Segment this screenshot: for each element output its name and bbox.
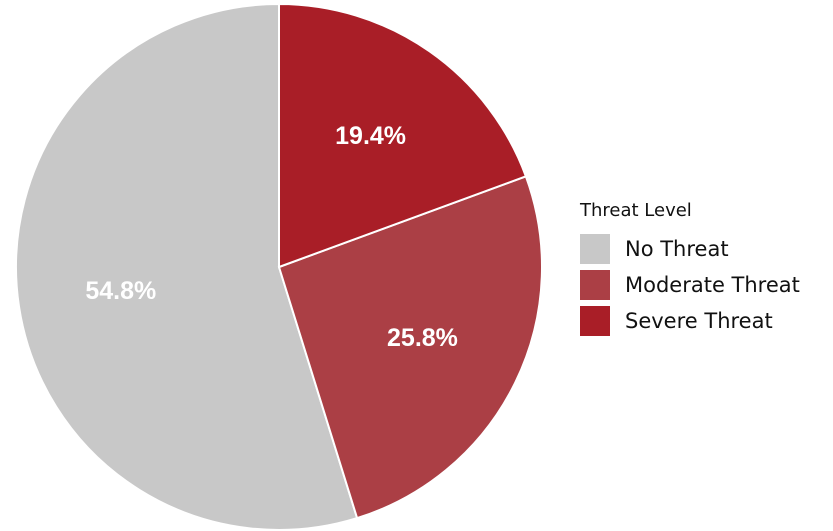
legend-swatch-moderate-threat <box>580 270 610 300</box>
legend-label-severe-threat: Severe Threat <box>625 309 773 333</box>
legend-label-no-threat: No Threat <box>625 237 729 261</box>
pie-slice-moderate-threat <box>277 175 543 520</box>
pie-slice-no-threat <box>14 2 359 531</box>
legend-swatch-no-threat <box>580 234 610 264</box>
slice-label-moderate-threat: 25.8% <box>387 324 458 352</box>
slice-label-no-threat: 54.8% <box>85 277 156 305</box>
legend-swatch-severe-threat <box>580 306 610 336</box>
legend-item-moderate-threat: Moderate Threat <box>580 267 800 303</box>
pie-slice-severe-threat <box>278 2 528 269</box>
legend: Threat Level No Threat Moderate Threat S… <box>580 200 800 339</box>
legend-item-severe-threat: Severe Threat <box>580 303 800 339</box>
legend-label-moderate-threat: Moderate Threat <box>625 273 800 297</box>
slice-label-severe-threat: 19.4% <box>335 122 406 150</box>
legend-item-no-threat: No Threat <box>580 231 800 267</box>
legend-title: Threat Level <box>580 200 692 221</box>
